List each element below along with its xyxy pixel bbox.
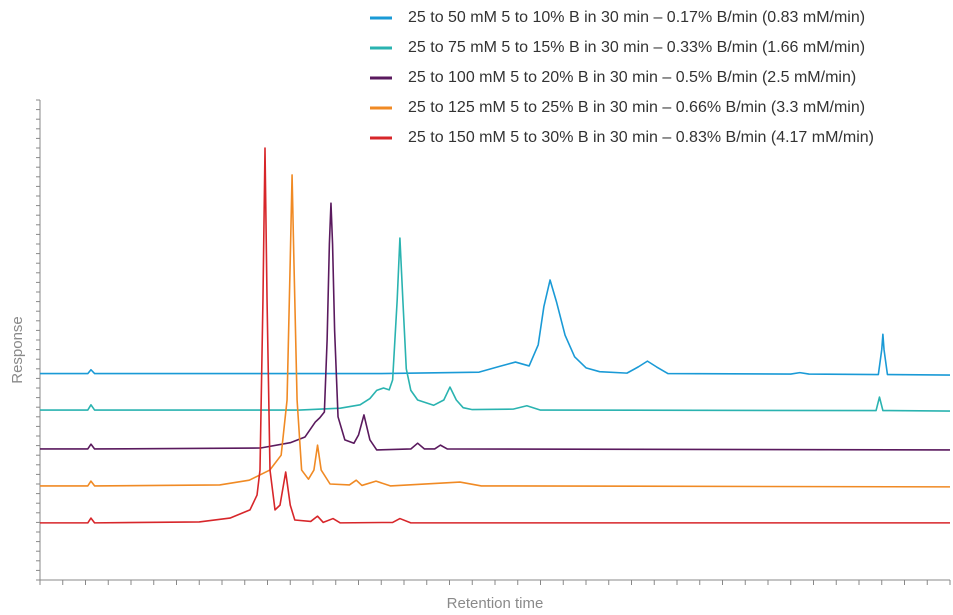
series-line xyxy=(40,174,951,488)
series-line xyxy=(40,237,951,412)
y-axis-title: Response xyxy=(9,316,26,384)
legend: 25 to 50 mM 5 to 10% B in 30 min – 0.17%… xyxy=(370,9,874,146)
legend-label: 25 to 125 mM 5 to 25% B in 30 min – 0.66… xyxy=(408,99,865,116)
legend-label: 25 to 50 mM 5 to 10% B in 30 min – 0.17%… xyxy=(408,9,865,26)
series-line xyxy=(40,279,951,376)
legend-label: 25 to 75 mM 5 to 15% B in 30 min – 0.33%… xyxy=(408,39,865,56)
x-axis-title: Retention time xyxy=(447,595,544,612)
legend-label: 25 to 100 mM 5 to 20% B in 30 min – 0.5%… xyxy=(408,69,856,86)
series-line xyxy=(40,202,951,451)
legend-label: 25 to 150 mM 5 to 30% B in 30 min – 0.83… xyxy=(408,129,874,146)
series-line xyxy=(40,147,950,524)
